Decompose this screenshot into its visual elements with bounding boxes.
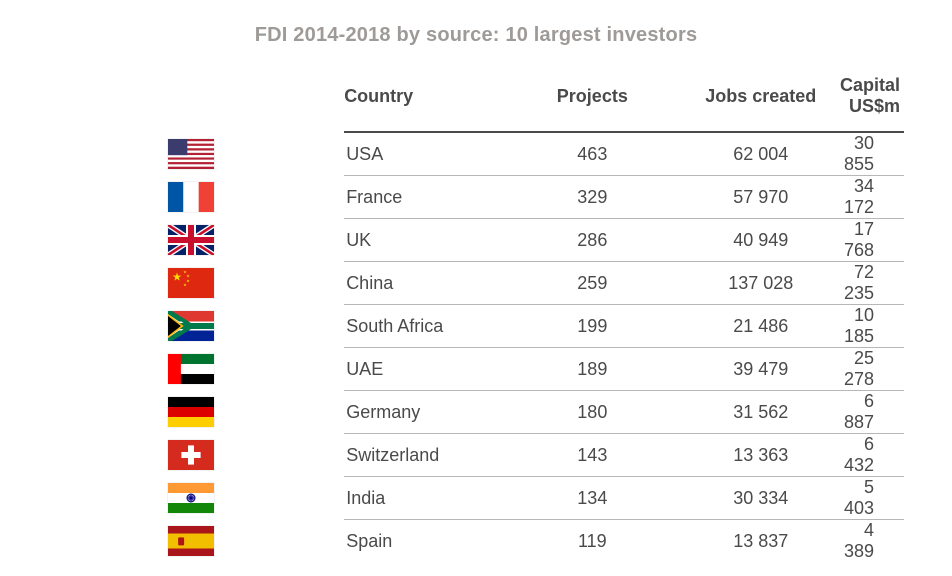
cell-projects: 286: [503, 219, 681, 262]
table-row: Spain11913 8374 389: [48, 520, 904, 563]
cell-capital: 72 235: [840, 262, 904, 305]
cell-country: Spain: [344, 520, 503, 563]
cell-capital: 6 432: [840, 434, 904, 477]
flag-india-icon: [48, 477, 344, 520]
cell-jobs: 137 028: [681, 262, 840, 305]
flag-spain-icon: [48, 520, 344, 563]
flag-germany-icon: [48, 391, 344, 434]
cell-jobs: 40 949: [681, 219, 840, 262]
cell-projects: 329: [503, 176, 681, 219]
header-capital: Capital US$m: [840, 75, 904, 132]
cell-projects: 199: [503, 305, 681, 348]
table-row: UK28640 94917 768: [48, 219, 904, 262]
flag-switzerland-icon: [48, 434, 344, 477]
table-row: France32957 97034 172: [48, 176, 904, 219]
cell-jobs: 39 479: [681, 348, 840, 391]
cell-projects: 463: [503, 133, 681, 176]
header-flag-spacer: [48, 75, 344, 132]
cell-capital: 6 887: [840, 391, 904, 434]
flag-uk-icon: [48, 219, 344, 262]
cell-country: USA: [344, 133, 503, 176]
table-row: UAE18939 47925 278: [48, 348, 904, 391]
cell-capital: 34 172: [840, 176, 904, 219]
cell-projects: 134: [503, 477, 681, 520]
flag-china-icon: [48, 262, 344, 305]
cell-capital: 30 855: [840, 133, 904, 176]
page: FDI 2014-2018 by source: 10 largest inve…: [0, 0, 952, 562]
cell-jobs: 13 837: [681, 520, 840, 563]
cell-capital: 25 278: [840, 348, 904, 391]
flag-usa-icon: [48, 133, 344, 176]
cell-country: China: [344, 262, 503, 305]
cell-capital: 17 768: [840, 219, 904, 262]
cell-projects: 143: [503, 434, 681, 477]
table-header-row: Country Projects Jobs created Capital US…: [48, 75, 904, 132]
cell-jobs: 21 486: [681, 305, 840, 348]
cell-jobs: 13 363: [681, 434, 840, 477]
table-row: Germany18031 5626 887: [48, 391, 904, 434]
cell-capital: 5 403: [840, 477, 904, 520]
header-country: Country: [344, 75, 503, 132]
table-row: India13430 3345 403: [48, 477, 904, 520]
header-projects: Projects: [503, 75, 681, 132]
table-row: Switzerland14313 3636 432: [48, 434, 904, 477]
flag-france-icon: [48, 176, 344, 219]
table-row: China259137 02872 235: [48, 262, 904, 305]
cell-capital: 10 185: [840, 305, 904, 348]
chart-title: FDI 2014-2018 by source: 10 largest inve…: [48, 24, 904, 47]
cell-country: UK: [344, 219, 503, 262]
fdi-table: Country Projects Jobs created Capital US…: [48, 75, 904, 562]
cell-country: France: [344, 176, 503, 219]
cell-country: South Africa: [344, 305, 503, 348]
cell-projects: 259: [503, 262, 681, 305]
table-row: South Africa19921 48610 185: [48, 305, 904, 348]
cell-country: Germany: [344, 391, 503, 434]
cell-country: India: [344, 477, 503, 520]
cell-jobs: 30 334: [681, 477, 840, 520]
table-row: USA46362 00430 855: [48, 133, 904, 176]
cell-country: Switzerland: [344, 434, 503, 477]
cell-jobs: 31 562: [681, 391, 840, 434]
cell-projects: 119: [503, 520, 681, 563]
cell-country: UAE: [344, 348, 503, 391]
cell-projects: 189: [503, 348, 681, 391]
cell-jobs: 57 970: [681, 176, 840, 219]
cell-capital: 4 389: [840, 520, 904, 563]
header-jobs: Jobs created: [681, 75, 840, 132]
cell-jobs: 62 004: [681, 133, 840, 176]
cell-projects: 180: [503, 391, 681, 434]
flag-south_africa-icon: [48, 305, 344, 348]
flag-uae-icon: [48, 348, 344, 391]
